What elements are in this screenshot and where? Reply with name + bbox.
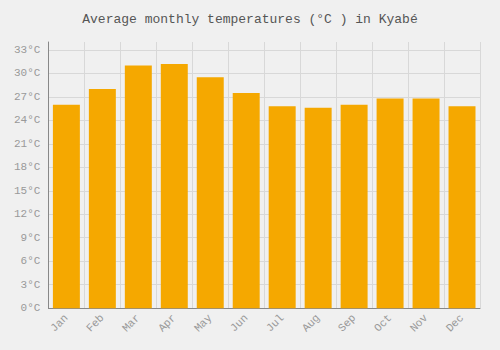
svg-text:Nov: Nov xyxy=(408,312,431,335)
svg-text:12°C: 12°C xyxy=(14,208,41,220)
svg-text:21°C: 21°C xyxy=(14,138,41,150)
svg-text:Oct: Oct xyxy=(372,312,394,334)
svg-text:Apr: Apr xyxy=(156,312,178,334)
svg-text:Sep: Sep xyxy=(336,312,358,334)
svg-text:Jan: Jan xyxy=(48,312,70,334)
svg-text:6°C: 6°C xyxy=(21,255,41,267)
svg-text:30°C: 30°C xyxy=(14,67,41,79)
svg-text:24°C: 24°C xyxy=(14,114,41,126)
svg-text:Average monthly temperatures (: Average monthly temperatures (°C ) in Ky… xyxy=(82,12,417,27)
svg-text:Jul: Jul xyxy=(264,312,286,334)
svg-text:3°C: 3°C xyxy=(21,279,41,291)
svg-text:Aug: Aug xyxy=(300,312,322,334)
svg-text:15°C: 15°C xyxy=(14,185,41,197)
svg-text:27°C: 27°C xyxy=(14,91,41,103)
svg-text:18°C: 18°C xyxy=(14,161,41,173)
svg-text:Dec: Dec xyxy=(444,312,466,334)
svg-text:Feb: Feb xyxy=(84,312,106,334)
svg-text:May: May xyxy=(192,312,215,335)
svg-text:9°C: 9°C xyxy=(21,232,41,244)
svg-text:Jun: Jun xyxy=(228,312,250,334)
svg-text:0°C: 0°C xyxy=(21,302,41,314)
svg-text:33°C: 33°C xyxy=(14,44,41,56)
svg-text:Mar: Mar xyxy=(120,312,142,334)
